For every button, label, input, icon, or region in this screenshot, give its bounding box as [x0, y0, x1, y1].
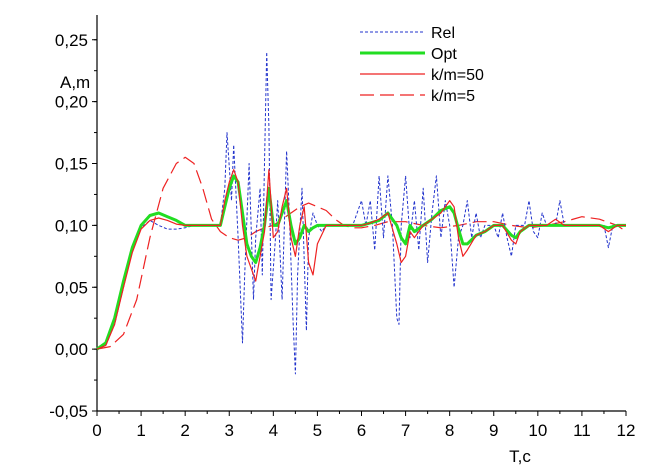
y-tick-label: 0,20: [55, 93, 88, 112]
x-tick-label: 0: [92, 421, 101, 440]
y-tick-label: 0,10: [55, 216, 88, 235]
x-axis-label: T,c: [509, 447, 531, 466]
legend-label: Rel: [431, 25, 455, 42]
x-tick-label: 5: [313, 421, 322, 440]
x-tick-label: 7: [401, 421, 410, 440]
x-tick-label: 4: [269, 421, 278, 440]
y-tick-label: -0,05: [49, 402, 88, 421]
y-axis-label: A,m: [60, 73, 90, 92]
y-axis-ticks: -0,05 0,00 0,05 0,10 0,15 0,20 0,25: [49, 31, 97, 421]
y-tick-label: 0,25: [55, 31, 88, 50]
y-tick-label: 0,05: [55, 278, 88, 297]
x-tick-label: 2: [180, 421, 189, 440]
legend: Rel Opt k/m=50 k/m=5: [360, 25, 484, 105]
x-tick-label: 1: [136, 421, 145, 440]
x-tick-label: 11: [573, 421, 591, 440]
y-tick-label: 0,15: [55, 155, 88, 174]
x-tick-label: 8: [445, 421, 454, 440]
x-tick-label: 10: [528, 421, 547, 440]
x-tick-label: 12: [617, 421, 636, 440]
legend-label: k/m=5: [431, 88, 475, 105]
x-tick-label: 6: [357, 421, 366, 440]
series-line-k-m-5: [96, 156, 627, 350]
x-axis-ticks: 0 1 2 3 4 5 6 7 8 9 10 11 12: [92, 411, 635, 440]
legend-label: k/m=50: [431, 67, 484, 84]
x-tick-label: 3: [225, 421, 234, 440]
legend-label: Opt: [431, 46, 457, 63]
series-line-k-m-50: [96, 169, 626, 350]
y-tick-label: 0,00: [55, 340, 88, 359]
series-layer: [96, 51, 627, 375]
series-line-rel: [96, 51, 626, 375]
x-tick-label: 9: [489, 421, 498, 440]
